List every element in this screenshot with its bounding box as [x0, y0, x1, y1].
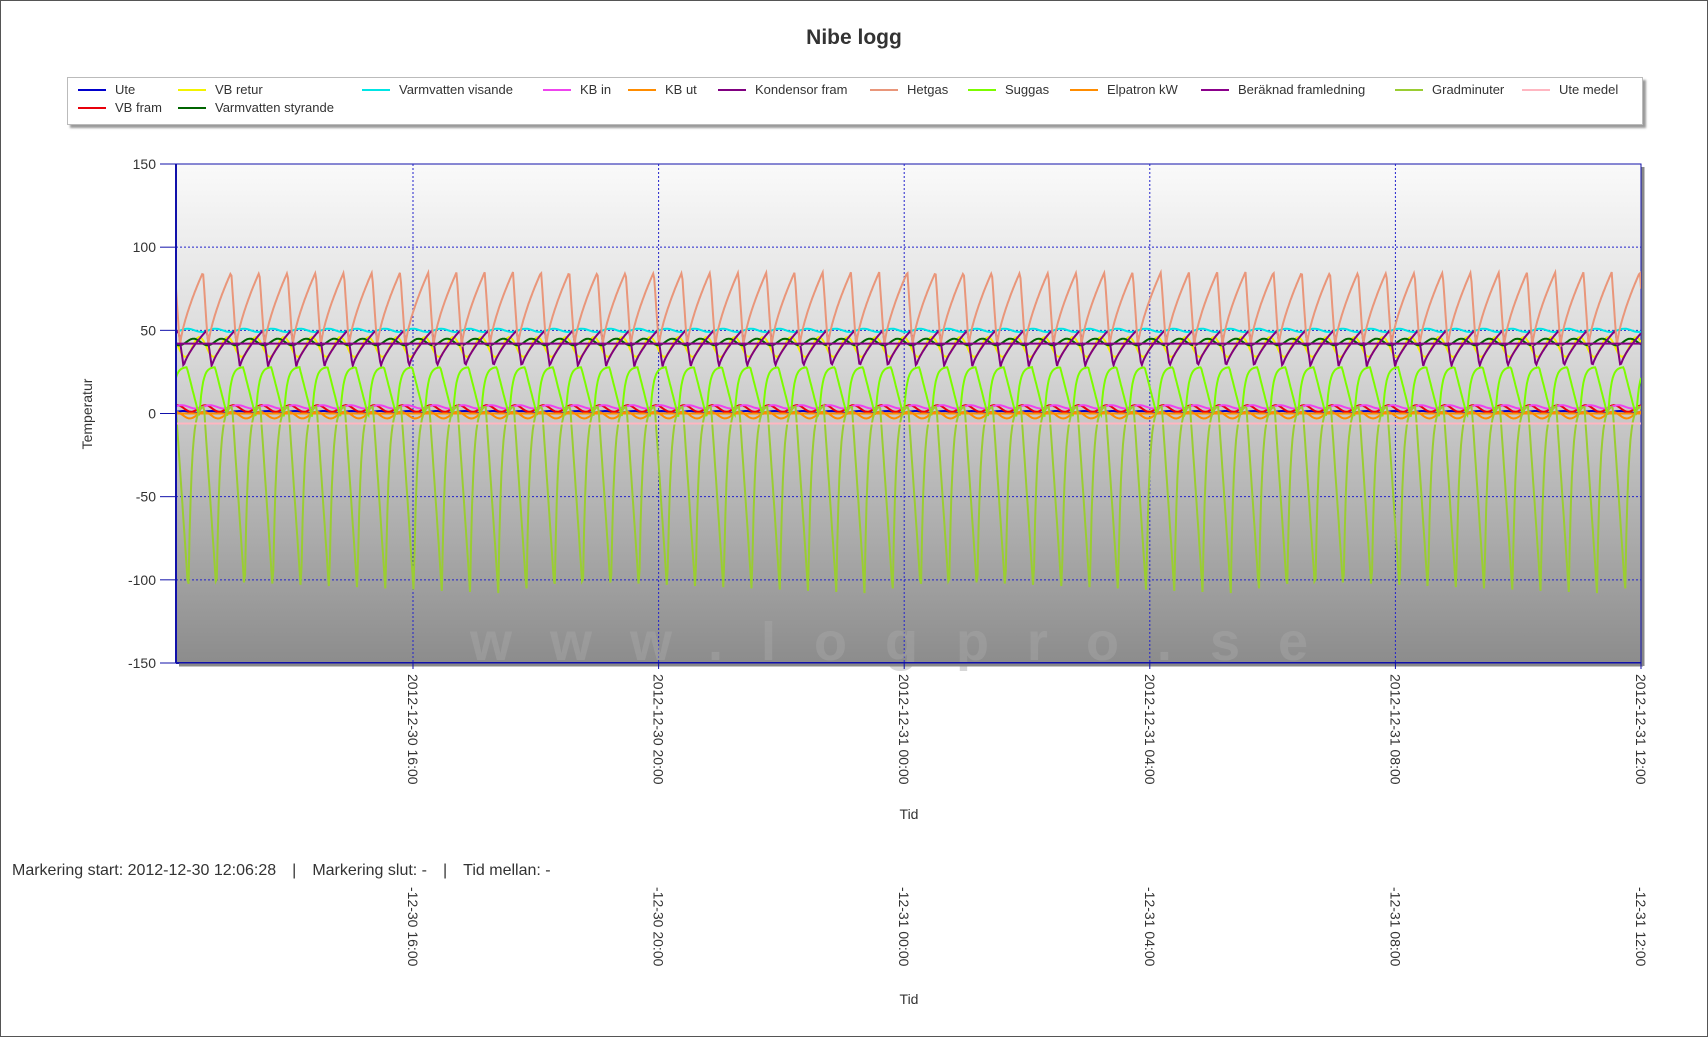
y-tick-labels: 150 100 50 0 -50 -100 -150 — [128, 156, 176, 671]
x-tick-label-lower: -12-30 16:00 — [405, 887, 421, 967]
legend-swatch — [78, 106, 106, 109]
x-tick-labels: 2012-12-30 16:00 2012-12-30 20:00 2012-12-… — [405, 663, 1649, 785]
x-tick-label: 2012-12-31 08:00 — [1387, 674, 1403, 785]
x-tick-label-lower: -12-30 20:00 — [651, 887, 667, 967]
legend-swatch — [870, 88, 898, 91]
legend-item[interactable]: Kondensor fram — [718, 82, 848, 97]
legend-item[interactable]: Varmvatten visande — [362, 82, 513, 97]
y-tick-label: 50 — [140, 322, 156, 338]
legend-label: Ute medel — [1559, 82, 1619, 97]
x-tick-label: 2012-12-30 20:00 — [651, 674, 667, 785]
legend-label: Beräknad framledning — [1238, 82, 1366, 97]
series-line — [176, 268, 1641, 348]
legend-swatch — [362, 88, 390, 91]
legend-swatch — [543, 88, 571, 91]
legend-label: Gradminuter — [1432, 82, 1505, 97]
legend-item[interactable]: Suggas — [968, 82, 1049, 97]
x-tick-label-lower: -12-31 04:00 — [1142, 887, 1158, 967]
x-axis-label: Tid — [900, 806, 919, 822]
chart-title: Nibe logg — [806, 26, 902, 49]
legend-item[interactable]: Ute — [78, 82, 135, 97]
series-line — [176, 404, 1641, 410]
legend-item[interactable]: KB in — [543, 82, 611, 97]
y-tick-label: 100 — [133, 239, 157, 255]
legend-item[interactable]: VB fram — [78, 100, 162, 115]
legend-label: Suggas — [1005, 82, 1050, 97]
legend-item[interactable]: KB ut — [628, 82, 697, 97]
x-tick-labels-lower: -12-30 16:00 -12-30 20:00 -12-31 00:00 -12-… — [405, 887, 1649, 967]
selection-end: Markering slut: - — [312, 862, 428, 879]
y-tick-label: -50 — [136, 489, 156, 505]
legend-item[interactable]: Hetgas — [870, 82, 948, 97]
legend-item[interactable]: Elpatron kW — [1070, 82, 1178, 97]
legend-swatch — [1070, 88, 1098, 91]
y-tick-label: -150 — [128, 655, 156, 671]
series-lines — [176, 268, 1641, 594]
legend-swatch — [1522, 88, 1550, 91]
legend-label: Hetgas — [907, 82, 949, 97]
legend-item[interactable]: Beräknad framledning — [1201, 82, 1365, 97]
legend-swatch — [178, 88, 206, 91]
y-tick-label: 150 — [133, 156, 157, 172]
legend-label: Varmvatten visande — [399, 82, 513, 97]
x-tick-label: 2012-12-30 16:00 — [405, 674, 421, 785]
legend-item[interactable]: Varmvatten styrande — [178, 100, 334, 115]
legend-label: Ute — [115, 82, 136, 97]
x-tick-label-lower: -12-31 12:00 — [1633, 887, 1649, 967]
series-line — [176, 403, 1641, 594]
legend-label: VB retur — [215, 82, 263, 97]
legend-swatch — [178, 106, 206, 109]
legend-swatch — [968, 88, 996, 91]
x-tick-label-lower: -12-31 00:00 — [896, 887, 912, 967]
legend: Ute VB fram VB retur Varmvatten styrande Var… — [67, 77, 1643, 125]
legend-label: Elpatron kW — [1107, 82, 1178, 97]
series-line — [176, 335, 1641, 359]
legend-item[interactable]: Gradminuter — [1395, 82, 1504, 97]
legend-label: KB in — [580, 82, 612, 97]
x-tick-label-lower: -12-31 08:00 — [1387, 887, 1403, 967]
legend-swatch — [1395, 88, 1423, 91]
legend-item[interactable]: VB retur — [178, 82, 263, 97]
y-axis-label: Temperatur — [79, 378, 95, 449]
x-axis-label-lower: Tid — [900, 991, 919, 1007]
x-tick-label: 2012-12-31 04:00 — [1142, 674, 1158, 785]
legend-label: Varmvatten styrande — [215, 100, 334, 115]
selection-start: Markering start: 2012-12-30 12:06:28 — [12, 862, 277, 879]
legend-swatch — [1201, 88, 1229, 91]
series-line — [176, 328, 1641, 370]
x-tick-label: 2012-12-31 00:00 — [896, 674, 912, 785]
series-line — [176, 366, 1641, 419]
status-separator: | — [443, 862, 448, 879]
legend-swatch — [78, 88, 106, 91]
selection-status-bar: Markering start: 2012-12-30 12:06:28 | Mar… — [12, 862, 551, 880]
status-separator: | — [292, 862, 297, 879]
y-tick-label: 0 — [148, 406, 156, 422]
legend-item[interactable]: Ute medel — [1522, 82, 1618, 97]
x-tick-label: 2012-12-31 12:00 — [1633, 674, 1649, 785]
legend-swatch — [628, 88, 656, 91]
legend-label: VB fram — [115, 100, 162, 115]
legend-label: KB ut — [665, 82, 697, 97]
y-tick-label: -100 — [128, 572, 156, 588]
legend-label: Kondensor fram — [755, 82, 848, 97]
selection-duration: Tid mellan: - — [463, 862, 551, 879]
legend-swatch — [718, 88, 746, 91]
